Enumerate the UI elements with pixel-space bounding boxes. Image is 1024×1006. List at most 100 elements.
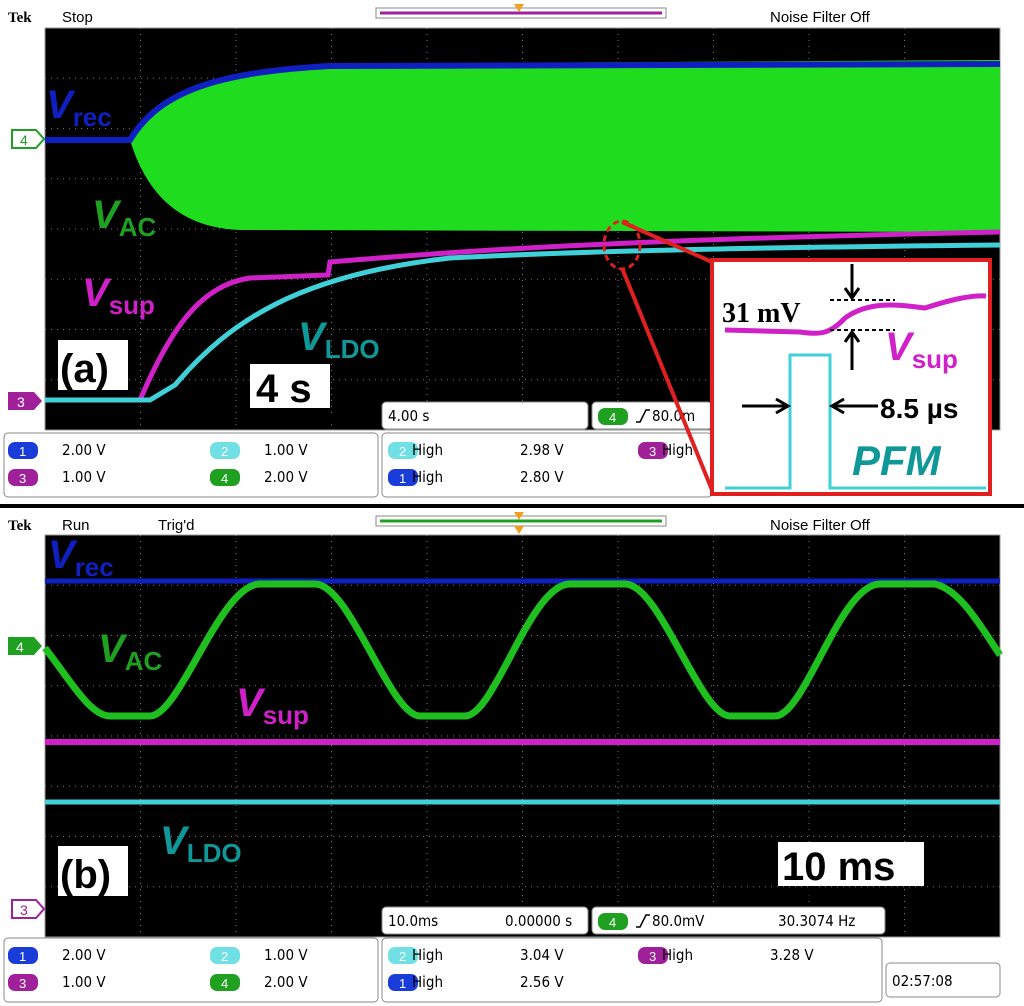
channel-badge	[388, 442, 418, 459]
v: V	[46, 83, 76, 127]
noise-filter: Noise Filter Off	[770, 517, 871, 534]
readout-box	[885, 962, 1001, 998]
channel-badge	[388, 469, 418, 486]
span-arrow	[801, 885, 901, 903]
ch4-marker-label: 4	[20, 132, 28, 148]
scale: 1.00 V	[264, 441, 308, 459]
brand: Tek	[8, 10, 32, 26]
label-bg	[250, 364, 330, 408]
trigger-pos	[514, 4, 524, 12]
measure-type: High	[412, 441, 443, 459]
sub: LDO	[187, 838, 242, 868]
timebase: 10.0ms	[388, 912, 438, 930]
mode: PFM	[852, 437, 942, 484]
scale: 2.00 V	[264, 973, 308, 991]
trigger-level: 80.0m	[652, 407, 695, 425]
vsup-label: Vsup	[236, 681, 309, 730]
inset-pulse	[725, 353, 986, 490]
readout-box	[381, 906, 589, 935]
measure-type: High	[662, 441, 693, 459]
panel-label: (b)	[60, 853, 111, 897]
readout-box	[3, 432, 379, 498]
channel-badge	[8, 947, 38, 964]
label-bg	[58, 340, 128, 390]
ripple-arrows	[843, 264, 861, 370]
sub: AC	[125, 646, 163, 676]
v: V	[160, 819, 190, 863]
vldo-label: VLDO	[160, 819, 242, 868]
trigger-level: 80.0mV	[652, 912, 705, 930]
sub: sup	[263, 700, 309, 730]
channel-badge	[210, 469, 240, 486]
timebase: 4.00 s	[388, 407, 429, 425]
channel-badge	[638, 947, 668, 964]
channel-badge	[210, 974, 240, 991]
state: Stop	[62, 9, 93, 26]
channel-badge	[8, 469, 38, 486]
ch4-marker	[8, 637, 42, 655]
v: V	[82, 271, 112, 315]
ch3-marker-label: 3	[17, 394, 25, 410]
vrec-label: Vrec	[46, 83, 112, 132]
scale: 1.00 V	[62, 468, 106, 486]
channel-number: 3	[19, 976, 26, 991]
channel-number: 4	[609, 915, 616, 930]
sub: sup	[109, 290, 155, 320]
ch3-marker	[8, 392, 42, 410]
channel-number: 2	[399, 444, 406, 459]
frequency: 30.3074 Hz	[778, 912, 855, 930]
measure-type: High	[412, 468, 443, 486]
vrec-label: Vrec	[48, 533, 114, 582]
channel-number: 4	[221, 976, 228, 991]
scale: 2.00 V	[62, 946, 106, 964]
scale: 1.00 V	[62, 973, 106, 991]
channel-badge	[8, 974, 38, 991]
readout-box	[381, 401, 589, 430]
trigger-pos	[514, 512, 524, 534]
panel-a: Tek Stop Noise Filter Off 4 3 Vrec VAC V…	[3, 4, 1001, 498]
ripple-guides	[830, 299, 895, 331]
pulse-width: 8.5 µs	[880, 393, 958, 424]
screen-border	[44, 534, 1001, 938]
panel-b: Tek Run Trig'd Noise Filter Off 4 3 Vrec…	[3, 512, 1003, 1003]
channel-number: 2	[221, 949, 228, 964]
channel-number: 1	[19, 949, 26, 964]
sub: AC	[119, 212, 157, 242]
channel-number: 1	[399, 976, 406, 991]
time-span: 10 ms	[782, 845, 895, 889]
channel-number: 3	[649, 949, 656, 964]
vldo-trace	[45, 242, 1001, 403]
scale: 2.00 V	[264, 468, 308, 486]
ch3-marker	[11, 899, 46, 919]
sub: rec	[73, 102, 112, 132]
trigger-slope	[636, 409, 650, 423]
time-span: 4 s	[256, 367, 312, 411]
measure-value: 3.04 V	[520, 946, 564, 964]
v: V	[92, 193, 122, 237]
scale: 2.00 V	[62, 441, 106, 459]
zoom-lines	[620, 220, 714, 491]
measure-value: 2.98 V	[520, 441, 564, 459]
v: V	[48, 533, 78, 577]
ch3-marker-label: 3	[20, 902, 28, 918]
v: V	[236, 681, 266, 725]
label-bg	[778, 842, 924, 886]
ch4-marker-label: 4	[16, 639, 24, 655]
readout-box	[381, 937, 883, 1003]
channel-badge	[388, 974, 418, 991]
readout-box	[3, 937, 379, 1003]
channel-badge	[8, 442, 38, 459]
channel-badge	[598, 913, 628, 930]
vac-label: VAC	[98, 627, 162, 676]
trigger-slope	[636, 914, 650, 928]
channel-badge	[598, 408, 628, 425]
brand: Tek	[8, 518, 32, 534]
sub: LDO	[325, 334, 380, 364]
channel-number: 2	[399, 949, 406, 964]
measure-type: High	[412, 946, 443, 964]
panel-label: (a)	[60, 347, 109, 391]
v: V	[298, 315, 328, 359]
vsup-label: Vsup	[82, 271, 155, 320]
channel-number: 2	[221, 444, 228, 459]
